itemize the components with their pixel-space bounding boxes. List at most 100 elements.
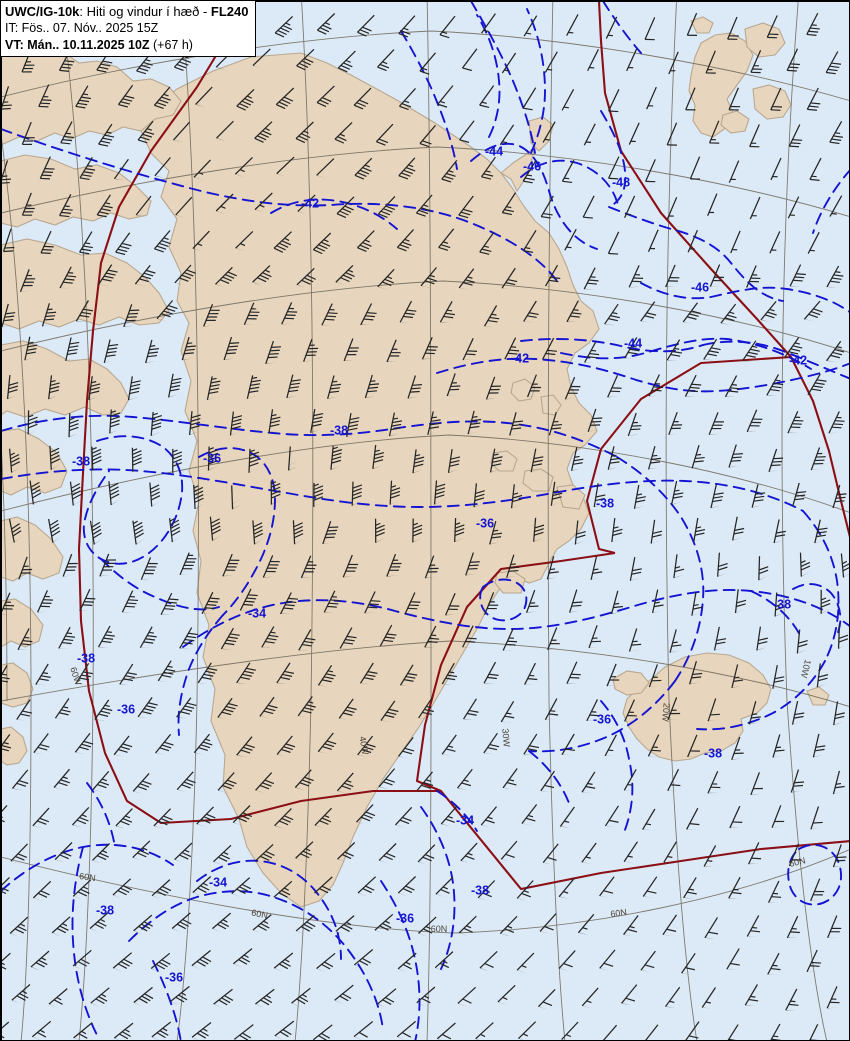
lead-time-value: (+67 h): [149, 37, 193, 52]
wind-barb: [192, 876, 212, 897]
wind-barb: [684, 1021, 700, 1040]
wind-barb: [667, 768, 681, 791]
wind-barb: [132, 840, 151, 861]
wind-barb: [727, 16, 739, 40]
wind-barb: [708, 120, 720, 144]
land-greenland-east-island-3: [490, 450, 518, 472]
wind-barb: [600, 1024, 618, 1040]
land-canada-baffin-m: [1, 340, 130, 418]
wind-barb: [789, 264, 806, 287]
wind-barb: [479, 232, 495, 255]
wind-barb: [274, 1020, 295, 1040]
wind-barb: [685, 87, 696, 111]
wind-barb: [786, 915, 800, 939]
wind-barb: [174, 264, 196, 286]
wind-barb: [353, 87, 372, 110]
wind-barb: [312, 232, 332, 255]
wind-barb: [30, 950, 50, 971]
isotherm-label: -36: [117, 702, 135, 716]
wind-barb: [642, 876, 658, 898]
wind-barb: [335, 915, 355, 936]
wind-barb: [197, 662, 218, 684]
wind-barb: [98, 123, 115, 147]
isotherm-label: -36: [203, 451, 221, 465]
wind-barb: [273, 231, 292, 253]
wind-barb: [463, 698, 479, 721]
wind-barb: [566, 14, 579, 36]
wind-barb: [399, 664, 418, 687]
isotherm--38-east: [616, 456, 705, 682]
wind-barb: [132, 520, 145, 545]
wind-barb: [160, 592, 179, 615]
wind-barb: [91, 446, 102, 471]
wind-barb: [499, 124, 515, 146]
wind-barb: [524, 662, 538, 685]
wind-barb: [604, 303, 620, 326]
wind-barb: [604, 734, 617, 757]
wind-barb: [499, 915, 518, 937]
wind-barb: [73, 1022, 93, 1040]
wind-barb: [255, 772, 275, 794]
wind-barb: [731, 664, 744, 688]
wind-barb: [131, 447, 142, 472]
wind-barb: [377, 988, 397, 1009]
wind-barb: [79, 231, 93, 255]
wind-barb: [667, 697, 681, 721]
wind-barb: [441, 662, 458, 685]
wind-barb: [354, 157, 373, 180]
isotherm-label: -36: [476, 516, 494, 530]
wind-barb: [153, 86, 171, 109]
wind-barb: [51, 916, 71, 937]
isotherm-label: -38: [96, 903, 114, 917]
wind-barb: [175, 196, 193, 218]
wind-barb: [583, 267, 599, 290]
isotherm-label: -44: [624, 336, 642, 350]
wind-barb: [561, 89, 575, 111]
wind-barb: [509, 412, 524, 436]
land-greenland-east-island-2: [540, 394, 562, 416]
wind-barb: [273, 952, 294, 973]
land-greenland-east-island-1: [510, 378, 536, 402]
wind-barb: [537, 988, 556, 1010]
wind-barb: [809, 157, 822, 181]
wind-barb: [79, 588, 96, 612]
wind-barb: [434, 951, 454, 972]
wind-barb: [239, 588, 258, 611]
wind-barb: [397, 876, 417, 897]
wind-barb: [295, 914, 316, 935]
wind-barb: [768, 448, 784, 472]
wind-barb: [380, 700, 399, 722]
wind-barb: [663, 841, 677, 863]
wind-barb: [29, 480, 42, 505]
wind-barb: [504, 337, 520, 360]
wind-barb: [149, 482, 161, 507]
wind-barb: [644, 17, 656, 41]
wind-barb: [236, 88, 255, 111]
isotherm--48-a: [600, 110, 627, 208]
wind-barb: [489, 520, 503, 545]
wind-barb: [417, 844, 436, 865]
graticule-label: 60N: [610, 907, 628, 919]
valid-time-label: VT:: [5, 37, 28, 52]
wind-barb: [728, 444, 743, 468]
land-svalbard-nordaustlandet: [744, 22, 786, 58]
wind-barb: [749, 196, 761, 220]
graticule-label: 60N: [431, 924, 448, 934]
wind-barb: [581, 987, 599, 1009]
wind-barb: [154, 157, 171, 179]
wind-barb: [540, 770, 555, 793]
wind-barb: [213, 844, 232, 866]
wind-barb: [647, 229, 659, 253]
wind-barb: [115, 232, 132, 256]
wind-barb: [398, 157, 416, 180]
wind-barb: [59, 266, 77, 289]
wind-barb: [810, 447, 826, 471]
wind-barb: [176, 697, 197, 719]
wind-barb: [281, 302, 298, 325]
wind-barb: [133, 986, 154, 1007]
wind-barb: [215, 266, 237, 288]
wind-barb: [587, 408, 603, 432]
isotherm--38-east-2: [528, 680, 676, 753]
